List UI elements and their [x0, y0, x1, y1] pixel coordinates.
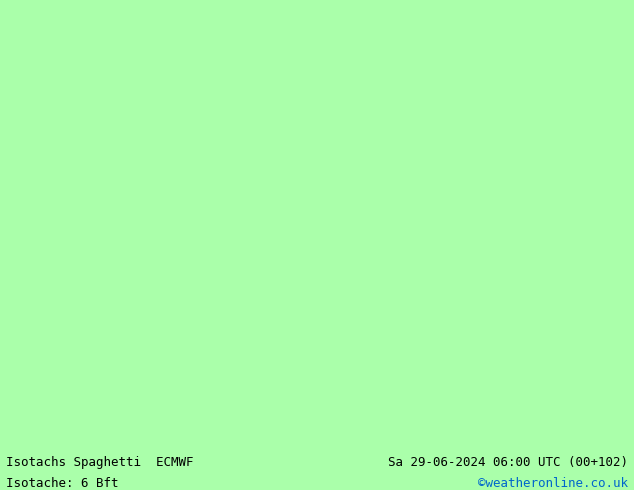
Text: ©weatheronline.co.uk: ©weatheronline.co.uk: [477, 477, 628, 490]
Text: Sa 29-06-2024 06:00 UTC (00+102): Sa 29-06-2024 06:00 UTC (00+102): [387, 456, 628, 469]
Text: Isotache: 6 Bft: Isotache: 6 Bft: [6, 477, 119, 490]
Text: Isotachs Spaghetti  ECMWF: Isotachs Spaghetti ECMWF: [6, 456, 194, 469]
